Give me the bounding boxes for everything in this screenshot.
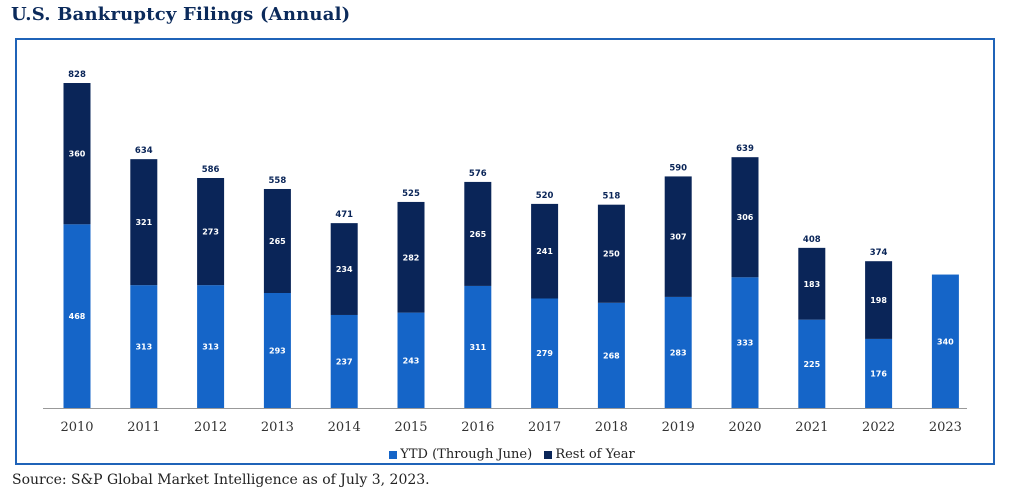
data-label-rest-2011: 321 <box>135 218 152 227</box>
data-label-rest-2015: 282 <box>403 253 420 262</box>
total-label-2017: 520 <box>536 191 554 201</box>
bar-ytd-2019 <box>664 296 692 408</box>
data-label-ytd-2021: 225 <box>803 360 820 369</box>
total-label-2018: 518 <box>603 192 621 202</box>
total-label-2019: 590 <box>669 163 687 173</box>
data-label-rest-2010: 360 <box>69 150 86 159</box>
bar-rest-2013 <box>263 188 291 293</box>
data-label-ytd-2023: 340 <box>937 337 954 346</box>
bar-rest-2020 <box>731 157 759 278</box>
total-label-2010: 828 <box>68 70 86 80</box>
bar-rest-2021 <box>798 247 826 320</box>
legend-swatch-ytd <box>389 450 398 459</box>
legend-item-rest: Rest of Year <box>544 447 635 462</box>
data-label-ytd-2018: 268 <box>603 351 620 360</box>
data-label-rest-2017: 241 <box>536 247 553 256</box>
bar-rest-2015 <box>397 201 425 313</box>
bar-ytd-2011 <box>130 285 158 408</box>
bar-ytd-2021 <box>798 319 826 408</box>
bar-ytd-2022 <box>865 338 893 408</box>
data-label-ytd-2022: 176 <box>870 369 887 378</box>
bar-ytd-2010 <box>63 224 91 408</box>
chart-frame <box>15 38 995 465</box>
bar-ytd-2023 <box>931 274 959 408</box>
x-tick-label-2023: 2023 <box>929 420 962 435</box>
x-tick-label-2010: 2010 <box>60 420 93 435</box>
data-label-ytd-2013: 293 <box>269 346 286 355</box>
bar-ytd-2018 <box>597 302 625 408</box>
x-tick-label-2019: 2019 <box>662 420 695 435</box>
bar-ytd-2014 <box>330 314 358 408</box>
data-label-rest-2012: 273 <box>202 228 219 237</box>
data-label-rest-2014: 234 <box>336 265 353 274</box>
data-label-rest-2013: 265 <box>269 237 286 246</box>
x-tick-label-2012: 2012 <box>194 420 227 435</box>
bar-rest-2019 <box>664 176 692 297</box>
data-label-ytd-2020: 333 <box>737 339 754 348</box>
data-label-ytd-2015: 243 <box>403 356 420 365</box>
chart-title: U.S. Bankruptcy Filings (Annual) <box>11 4 351 25</box>
legend: YTD (Through June) Rest of Year <box>0 447 1024 463</box>
bar-ytd-2020 <box>731 277 759 408</box>
total-label-2020: 639 <box>736 144 754 154</box>
data-label-ytd-2016: 311 <box>469 343 486 352</box>
total-label-2011: 634 <box>135 146 153 156</box>
total-label-2014: 471 <box>335 210 353 220</box>
bar-rest-2017 <box>531 203 559 299</box>
data-label-ytd-2019: 283 <box>670 348 687 357</box>
data-label-rest-2018: 250 <box>603 250 620 259</box>
bar-rest-2012 <box>197 177 225 286</box>
bar-rest-2011 <box>130 159 158 286</box>
source-note: Source: S&P Global Market Intelligence a… <box>12 472 430 488</box>
data-label-ytd-2017: 279 <box>536 349 553 358</box>
bar-ytd-2016 <box>464 285 492 408</box>
bar-ytd-2012 <box>197 285 225 408</box>
data-label-ytd-2011: 313 <box>135 343 152 352</box>
bar-rest-2018 <box>597 204 625 303</box>
legend-label-ytd: YTD (Through June) <box>400 447 533 462</box>
total-label-2021: 408 <box>803 235 821 245</box>
bar-ytd-2015 <box>397 312 425 408</box>
x-tick-label-2013: 2013 <box>261 420 294 435</box>
data-label-ytd-2010: 468 <box>69 312 86 321</box>
data-label-ytd-2012: 313 <box>202 343 219 352</box>
data-label-ytd-2014: 237 <box>336 357 353 366</box>
data-label-rest-2022: 198 <box>870 296 887 305</box>
x-tick-label-2016: 2016 <box>461 420 494 435</box>
x-tick-label-2011: 2011 <box>127 420 160 435</box>
total-label-2013: 558 <box>269 176 287 186</box>
bar-rest-2014 <box>330 223 358 315</box>
x-tick-label-2015: 2015 <box>394 420 427 435</box>
data-label-rest-2016: 265 <box>469 230 486 239</box>
x-tick-label-2017: 2017 <box>528 420 561 435</box>
legend-label-rest: Rest of Year <box>555 447 635 462</box>
data-label-rest-2020: 306 <box>737 213 754 222</box>
x-tick-label-2018: 2018 <box>595 420 628 435</box>
total-label-2012: 586 <box>202 165 220 175</box>
legend-swatch-rest <box>544 450 553 459</box>
total-label-2015: 525 <box>402 189 420 199</box>
data-label-rest-2019: 307 <box>670 233 687 242</box>
bar-rest-2022 <box>865 261 893 339</box>
bar-ytd-2013 <box>263 292 291 408</box>
x-tick-label-2021: 2021 <box>795 420 828 435</box>
bar-rest-2010 <box>63 83 91 225</box>
data-label-rest-2021: 183 <box>803 280 820 289</box>
x-tick-label-2014: 2014 <box>328 420 361 435</box>
x-tick-label-2020: 2020 <box>728 420 761 435</box>
bar-rest-2016 <box>464 181 492 286</box>
total-label-2022: 374 <box>870 248 888 258</box>
bar-ytd-2017 <box>531 298 559 408</box>
x-tick-label-2022: 2022 <box>862 420 895 435</box>
total-label-2016: 576 <box>469 169 487 179</box>
bar-chart: 468 360 828 2010 313 321 634 2011 313 273 586 2012 2… <box>43 70 967 435</box>
legend-item-ytd: YTD (Through June) <box>389 447 532 462</box>
